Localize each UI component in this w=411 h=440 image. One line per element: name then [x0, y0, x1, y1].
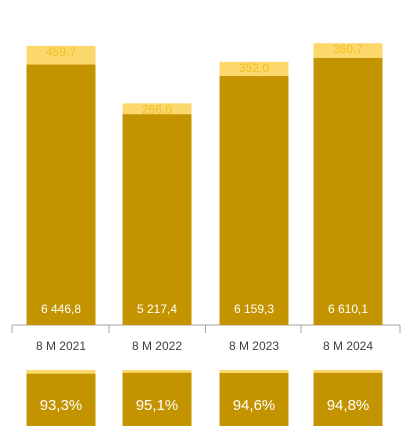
bar-top-segment	[219, 61, 289, 77]
bar-base-segment	[26, 64, 96, 326]
bar-top-value-label: 459,7	[46, 45, 76, 59]
bar-top-segment	[122, 103, 192, 115]
bar-top-segment	[26, 45, 96, 65]
share-value-label: 95,1%	[136, 397, 179, 414]
bar-top-value-label: 266,0	[142, 102, 172, 116]
bar-base-value-label: 6 610,1	[328, 302, 368, 316]
bar-top-value-label: 352,0	[239, 61, 269, 75]
share-box-fill	[313, 372, 383, 426]
x-tick-label: 8 M 2023	[229, 339, 279, 353]
share-value-label: 94,6%	[233, 397, 276, 414]
bar-base-value-label: 5 217,4	[137, 302, 177, 316]
bar-top-value-label: 360,7	[333, 42, 363, 56]
bar-base-value-label: 6 446,8	[41, 302, 81, 316]
bar-base-segment	[313, 57, 383, 325]
bar-base-value-label: 6 159,3	[234, 302, 274, 316]
share-box-fill	[122, 372, 192, 426]
x-tick-label: 8 M 2024	[323, 339, 373, 353]
share-value-label: 93,3%	[40, 397, 83, 414]
share-box-fill	[26, 373, 96, 426]
bar-base-segment	[122, 114, 192, 326]
share-box-fill	[219, 373, 289, 426]
bar-base-segment	[219, 76, 289, 325]
bar-top-segment	[313, 43, 383, 58]
share-value-label: 94,8%	[327, 397, 370, 414]
x-tick-label: 8 M 2021	[36, 339, 86, 353]
x-tick-label: 8 M 2022	[132, 339, 182, 353]
